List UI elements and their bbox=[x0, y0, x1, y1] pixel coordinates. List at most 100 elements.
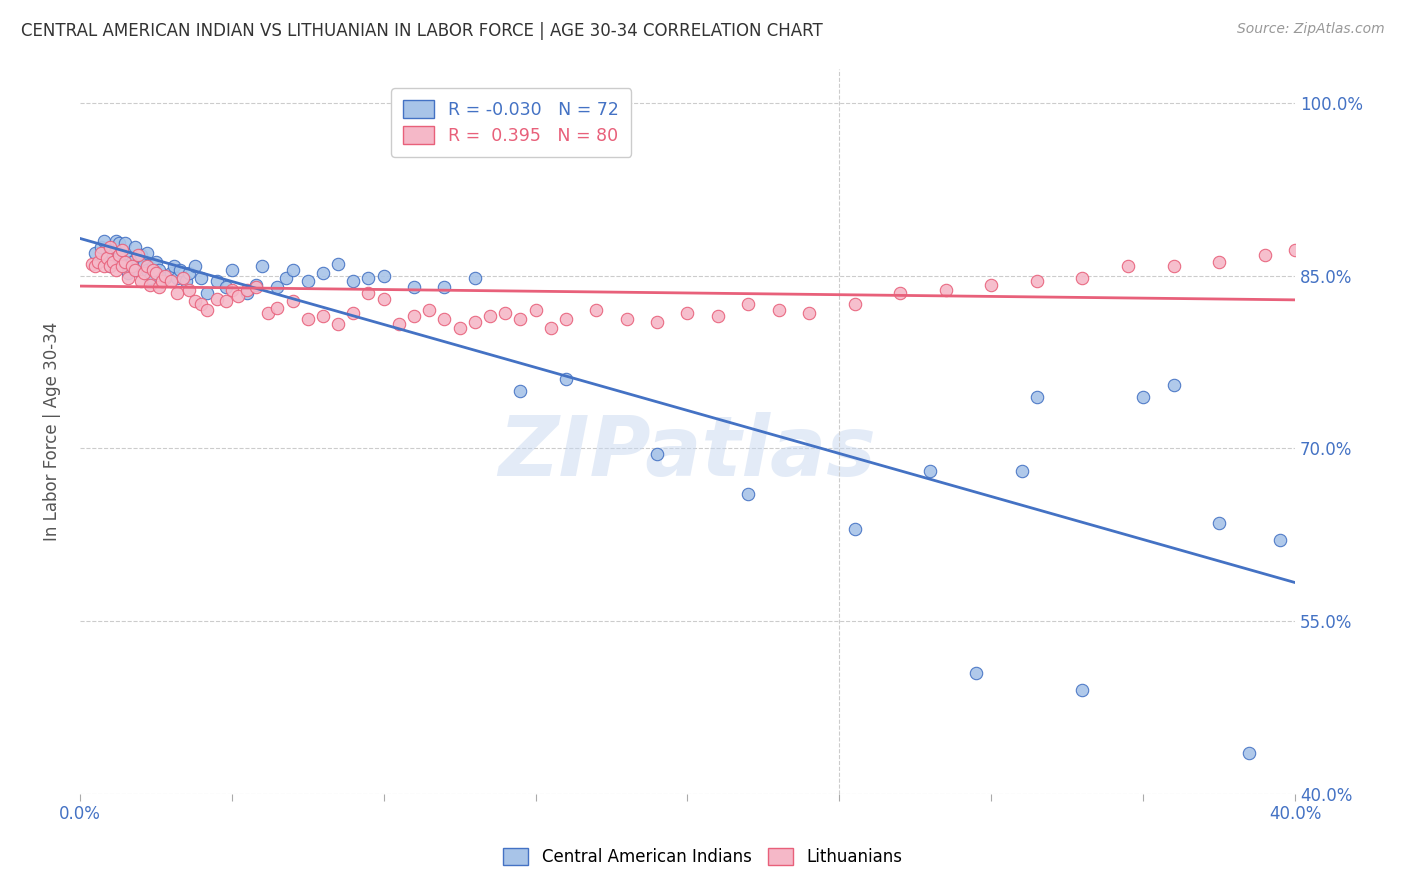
Point bbox=[90, 245, 112, 260]
Point bbox=[1071, 271, 1094, 285]
Point bbox=[98, 260, 121, 274]
Point bbox=[342, 275, 364, 289]
Point bbox=[221, 283, 243, 297]
Point bbox=[160, 267, 183, 281]
Point bbox=[90, 240, 112, 254]
Point bbox=[433, 280, 456, 294]
Point bbox=[889, 285, 911, 300]
Point bbox=[98, 240, 121, 254]
Point bbox=[129, 275, 152, 289]
Point bbox=[935, 283, 957, 297]
Point bbox=[142, 260, 165, 274]
Point bbox=[108, 248, 131, 262]
Point bbox=[478, 309, 501, 323]
Point bbox=[117, 271, 139, 285]
Point bbox=[1025, 390, 1047, 404]
Point bbox=[145, 267, 167, 281]
Point bbox=[197, 285, 219, 300]
Point bbox=[166, 285, 188, 300]
Point bbox=[737, 297, 759, 311]
Point bbox=[388, 317, 411, 331]
Point bbox=[1132, 390, 1154, 404]
Point bbox=[373, 268, 395, 283]
Point bbox=[676, 305, 699, 319]
Legend: Central American Indians, Lithuanians: Central American Indians, Lithuanians bbox=[495, 840, 911, 875]
Point bbox=[326, 257, 349, 271]
Point bbox=[145, 255, 167, 269]
Point bbox=[184, 293, 207, 308]
Point bbox=[326, 317, 349, 331]
Point bbox=[768, 303, 790, 318]
Point bbox=[245, 277, 267, 292]
Point bbox=[184, 260, 207, 274]
Point bbox=[124, 240, 146, 254]
Point bbox=[266, 301, 288, 315]
Point bbox=[1208, 255, 1230, 269]
Point bbox=[87, 255, 110, 269]
Point bbox=[1025, 275, 1047, 289]
Point bbox=[190, 271, 212, 285]
Point bbox=[121, 255, 143, 269]
Point bbox=[373, 292, 395, 306]
Point bbox=[190, 297, 212, 311]
Point bbox=[93, 234, 115, 248]
Point bbox=[129, 248, 152, 262]
Point bbox=[111, 260, 134, 274]
Point bbox=[96, 252, 118, 266]
Point bbox=[1253, 248, 1275, 262]
Point bbox=[312, 309, 335, 323]
Point bbox=[707, 309, 730, 323]
Point bbox=[114, 260, 136, 274]
Point bbox=[281, 293, 304, 308]
Point bbox=[179, 283, 201, 297]
Point bbox=[312, 267, 335, 281]
Point bbox=[160, 275, 183, 289]
Point bbox=[276, 271, 298, 285]
Point bbox=[433, 312, 456, 326]
Point bbox=[737, 487, 759, 501]
Point bbox=[197, 303, 219, 318]
Point bbox=[169, 263, 191, 277]
Point bbox=[257, 305, 280, 319]
Point bbox=[205, 292, 228, 306]
Point bbox=[1284, 244, 1306, 258]
Y-axis label: In Labor Force | Age 30-34: In Labor Force | Age 30-34 bbox=[44, 321, 60, 541]
Point bbox=[844, 522, 866, 536]
Point bbox=[84, 245, 107, 260]
Point bbox=[124, 263, 146, 277]
Point bbox=[114, 245, 136, 260]
Point bbox=[645, 447, 668, 461]
Point bbox=[920, 464, 942, 478]
Point bbox=[153, 268, 176, 283]
Point bbox=[555, 372, 578, 386]
Point bbox=[108, 252, 131, 266]
Point bbox=[509, 384, 531, 398]
Point bbox=[166, 271, 188, 285]
Point bbox=[266, 280, 288, 294]
Point bbox=[150, 275, 173, 289]
Point bbox=[540, 320, 562, 334]
Point bbox=[105, 234, 128, 248]
Point bbox=[297, 275, 319, 289]
Text: Source: ZipAtlas.com: Source: ZipAtlas.com bbox=[1237, 22, 1385, 37]
Point bbox=[215, 280, 238, 294]
Point bbox=[555, 312, 578, 326]
Point bbox=[96, 252, 118, 266]
Legend: R = -0.030   N = 72, R =  0.395   N = 80: R = -0.030 N = 72, R = 0.395 N = 80 bbox=[391, 88, 631, 157]
Point bbox=[245, 280, 267, 294]
Point bbox=[135, 245, 157, 260]
Point bbox=[797, 305, 820, 319]
Point bbox=[103, 248, 125, 262]
Point bbox=[132, 267, 155, 281]
Point bbox=[585, 303, 607, 318]
Point bbox=[127, 248, 149, 262]
Point bbox=[645, 315, 668, 329]
Point bbox=[139, 277, 162, 292]
Point bbox=[464, 271, 486, 285]
Point bbox=[524, 303, 547, 318]
Point bbox=[163, 260, 186, 274]
Point bbox=[402, 309, 425, 323]
Point bbox=[103, 255, 125, 269]
Point bbox=[111, 244, 134, 258]
Point bbox=[357, 285, 380, 300]
